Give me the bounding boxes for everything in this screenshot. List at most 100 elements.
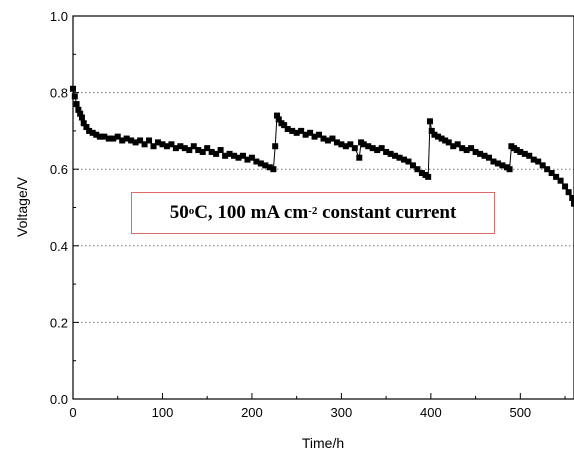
data-point — [235, 154, 242, 161]
data-point — [392, 152, 399, 159]
data-point — [275, 116, 282, 123]
annotation-box: 50 o C, 100 mA cm -2 constant current — [131, 192, 495, 234]
data-point — [316, 131, 323, 138]
data-point — [409, 162, 416, 169]
x-tick-label: 400 — [420, 405, 442, 420]
data-point — [539, 162, 546, 169]
series-markers — [70, 85, 574, 207]
y-tick-label: 0.6 — [50, 162, 68, 177]
data-point — [231, 152, 238, 159]
data-point — [168, 141, 175, 148]
data-point — [307, 129, 314, 136]
y-tick-label: 0.2 — [50, 315, 68, 330]
data-point — [442, 137, 449, 144]
data-point — [204, 145, 211, 152]
x-axis-label: Time/h — [302, 435, 344, 451]
data-point — [302, 131, 309, 138]
data-point — [324, 137, 331, 144]
data-point — [73, 101, 80, 108]
data-point — [333, 139, 340, 146]
data-point — [435, 133, 442, 140]
data-point — [239, 152, 246, 159]
y-tick-labels: 0.0 0.2 0.4 0.6 0.8 1.0 — [50, 9, 68, 407]
data-point — [347, 141, 354, 148]
annotation-prefix: 50 — [169, 202, 189, 223]
data-point — [329, 135, 336, 142]
data-point — [226, 150, 233, 157]
data-point — [477, 150, 484, 157]
x-tick-labels: 0 100 200 300 400 500 — [69, 405, 531, 420]
data-point — [521, 150, 528, 157]
data-point — [494, 160, 501, 167]
data-point — [486, 154, 493, 161]
data-point — [71, 93, 78, 100]
y-tick-label: 0.0 — [50, 392, 68, 407]
data-point — [548, 170, 555, 177]
data-point — [270, 166, 277, 173]
data-point — [431, 131, 438, 138]
data-point — [195, 147, 202, 154]
data-point — [137, 137, 144, 144]
y-tick-label: 0.8 — [50, 86, 68, 101]
series-line — [72, 88, 574, 204]
data-point — [273, 112, 280, 119]
data-point — [553, 173, 560, 180]
annotation-degree-sup: o — [188, 205, 195, 217]
data-point — [526, 152, 533, 159]
data-point — [217, 147, 224, 154]
grid-lines — [73, 92, 574, 323]
data-point — [320, 135, 327, 142]
data-point — [351, 145, 358, 152]
data-point — [450, 143, 457, 150]
data-point — [557, 177, 564, 184]
y-tick-label: 0.4 — [50, 239, 68, 254]
data-point — [562, 183, 569, 190]
data-point — [418, 170, 425, 177]
data-point — [181, 145, 188, 152]
data-point — [289, 127, 296, 134]
data-point — [253, 158, 260, 165]
data-point — [365, 143, 372, 150]
data-point — [298, 127, 305, 134]
data-point — [356, 154, 363, 161]
data-point — [266, 164, 273, 171]
data-point — [172, 145, 179, 152]
data-point — [405, 158, 412, 165]
data-point — [463, 147, 470, 154]
data-point — [425, 173, 432, 180]
data-point — [222, 152, 229, 159]
data-point — [150, 143, 157, 150]
data-point — [293, 129, 300, 136]
data-point — [387, 150, 394, 157]
x-tick-label: 200 — [241, 405, 263, 420]
data-point — [213, 150, 220, 157]
data-point — [199, 148, 206, 155]
data-point — [571, 200, 574, 207]
data-point — [360, 141, 367, 148]
data-point — [96, 133, 103, 140]
data-point — [248, 154, 255, 161]
data-point — [338, 141, 345, 148]
annotation-mid: C, 100 mA cm — [194, 202, 309, 223]
data-point — [481, 152, 488, 159]
y-axis-label: Voltage/V — [14, 176, 30, 237]
data-point — [401, 156, 408, 163]
data-point — [86, 127, 93, 134]
data-point — [208, 148, 215, 155]
data-point — [132, 139, 139, 146]
data-point — [80, 120, 87, 127]
data-point — [101, 133, 108, 140]
data-point — [78, 114, 85, 121]
data-point — [110, 135, 117, 142]
data-point — [272, 143, 279, 150]
data-point — [284, 125, 291, 132]
data-point — [311, 133, 318, 140]
data-point — [114, 133, 121, 140]
data-point — [565, 189, 572, 196]
data-point — [244, 156, 251, 163]
data-point — [454, 141, 461, 148]
axis-ticks — [72, 15, 566, 400]
data-point — [342, 143, 349, 150]
data-point — [374, 147, 381, 154]
data-point — [128, 137, 135, 144]
